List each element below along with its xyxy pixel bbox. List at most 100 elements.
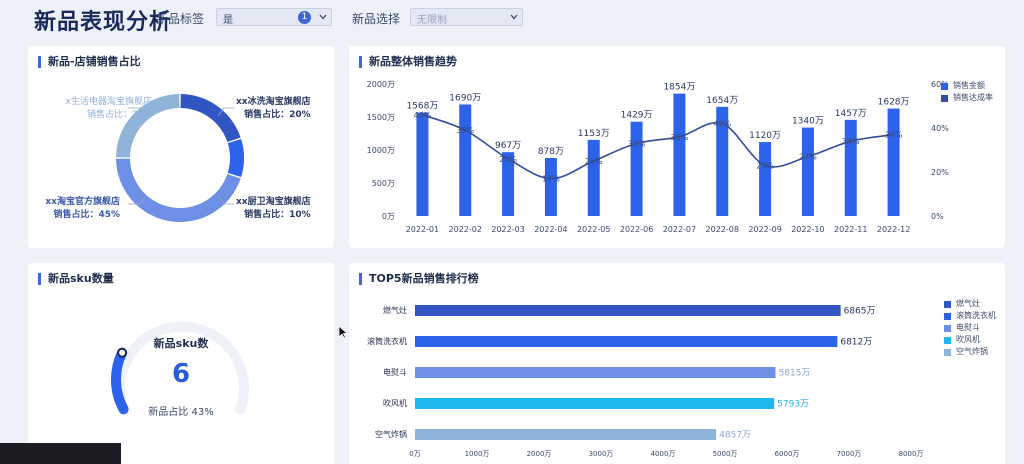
legend-swatch <box>944 336 951 344</box>
bar-value-label: 1568万 <box>406 102 438 112</box>
legend-item[interactable]: 电熨斗 <box>944 322 996 334</box>
mouse-cursor-icon <box>338 325 348 339</box>
category-label: 滚筒洗衣机 <box>367 336 407 346</box>
gauge-fill <box>111 347 129 415</box>
sales-bar <box>416 112 429 216</box>
y-axis-tick-label: 0万 <box>382 212 395 221</box>
sales-bar <box>544 158 557 216</box>
x-axis-tick-label: 0万 <box>409 450 420 458</box>
bar-value-label: 967万 <box>495 141 521 151</box>
bar-value-label: 1457万 <box>835 109 867 119</box>
new-product-select-placeholder: 无限制 <box>417 15 447 26</box>
achievement-rate-line <box>422 114 894 180</box>
x-axis-tick-label: 8000万 <box>899 450 924 458</box>
bar-value-label: 878万 <box>538 147 564 157</box>
sku-gauge-title: 新品sku数 <box>153 337 209 350</box>
legend-swatch <box>944 348 951 356</box>
sales-bar <box>844 119 857 216</box>
bar-value-label: 1654万 <box>706 96 738 106</box>
sales-bar <box>630 121 643 216</box>
sku-gauge <box>111 321 249 415</box>
ranking-bar <box>415 398 775 409</box>
rate-value-label: 42% <box>713 120 731 129</box>
legend-label: 吹风机 <box>956 335 980 344</box>
x-axis-tick-label: 2022-09 <box>748 225 781 234</box>
sales-trend-card: 新品整体销售趋势 2000万 1500万 1000万 500万 0万 60% 40% 20% 0… <box>349 46 1005 248</box>
y2-axis-tick-label: 0% <box>931 212 944 221</box>
donut-leader-line <box>128 107 147 117</box>
y-axis-tick-label: 2000万 <box>367 80 395 89</box>
rate-value-label: 27% <box>799 153 817 162</box>
top5-ranking-card: TOP5新品销售排行榜 燃气灶 6865万 滚筒洗衣机 6812万 电熨斗 5815万 吹风… <box>349 263 1005 464</box>
rate-value-label: 39% <box>456 126 474 135</box>
card-title: 新品整体销售趋势 <box>359 56 457 68</box>
donut-label-fridge-store: xx冰洗淘宝旗舰店 销售占比：20% <box>236 97 311 120</box>
legend-item[interactable]: 滚筒洗衣机 <box>944 310 996 322</box>
y2-axis-tick-label: 20% <box>931 168 949 177</box>
sales-bar <box>801 127 814 216</box>
sales-bar <box>587 139 600 216</box>
store-share-donut-chart <box>116 94 244 222</box>
category-label: 吹风机 <box>383 398 407 408</box>
rate-value-label: 23% <box>756 161 774 170</box>
legend-item[interactable]: 燃气灶 <box>944 298 996 310</box>
ranking-bar <box>415 367 776 378</box>
bar-value-label: 1120万 <box>749 131 781 141</box>
ranking-bar <box>415 429 717 440</box>
x-axis-tick-label: 2022-06 <box>620 225 653 234</box>
sku-count-value: 6 <box>171 359 191 389</box>
legend-swatch <box>944 312 951 320</box>
x-axis-tick-label: 1000万 <box>465 450 490 458</box>
card-title: 新品-店铺销售占比 <box>38 56 141 68</box>
legend-swatch <box>941 94 948 102</box>
x-axis-tick-label: 3000万 <box>589 450 614 458</box>
x-axis-tick-label: 2022-10 <box>791 225 824 234</box>
chevron-down-icon[interactable] <box>510 13 518 21</box>
donut-slice <box>227 138 244 178</box>
x-axis-tick-label: 7000万 <box>837 450 862 458</box>
rate-value-label: 37% <box>885 131 903 140</box>
top5-legend: 燃气灶 滚筒洗衣机电熨斗 吹风机空气炸锅 <box>944 298 996 358</box>
bar-value-label: 5793万 <box>777 400 809 410</box>
legend-item-sales[interactable]: 销售金额 <box>941 80 993 92</box>
x-axis-tick-label: 2022-04 <box>534 225 567 234</box>
y-axis-tick-label: 1500万 <box>367 113 395 122</box>
x-axis-tick-label: 2000万 <box>527 450 552 458</box>
sales-bar <box>759 142 772 216</box>
new-product-select[interactable]: 无限制 <box>410 8 523 26</box>
bar-value-label: 1340万 <box>792 117 824 127</box>
legend-item-rate[interactable]: 销售达成率 <box>941 92 993 104</box>
category-label: 空气炸锅 <box>375 429 407 439</box>
x-axis-tick-label: 2022-01 <box>406 225 439 234</box>
gauge-handle <box>117 347 128 358</box>
legend-label: 滚筒洗衣机 <box>956 311 996 320</box>
x-axis-tick-label: 2022-07 <box>663 225 696 234</box>
rate-value-label: 17% <box>542 175 560 184</box>
legend-item[interactable]: 吹风机 <box>944 334 996 346</box>
legend-swatch <box>941 82 948 90</box>
bar-value-label: 6812万 <box>840 338 872 348</box>
donut-slice <box>180 94 241 142</box>
x-axis-tick-label: 2022-12 <box>877 225 910 234</box>
chevron-down-icon[interactable] <box>319 13 327 21</box>
gauge-track <box>115 321 249 415</box>
new-product-ratio: 新品占比 43% <box>148 407 214 418</box>
category-label: 电熨斗 <box>383 367 407 377</box>
rate-value-label: 26% <box>499 155 517 164</box>
legend-item[interactable]: 空气炸锅 <box>944 346 996 358</box>
bar-value-label: 1153万 <box>578 129 610 139</box>
trend-legend: 销售金额 销售达成率 <box>941 80 993 104</box>
rate-value-label: 36% <box>671 133 689 142</box>
x-axis-tick-label: 5000万 <box>713 450 738 458</box>
ranking-bar <box>415 305 841 316</box>
new-tag-select[interactable]: 是 1 <box>216 8 332 26</box>
sales-bar <box>673 93 686 216</box>
sales-trend-chart: 2000万 1500万 1000万 500万 0万 60% 40% 20% 0% 1568万 202… <box>367 80 950 234</box>
ranking-bar <box>415 336 838 347</box>
sales-bar <box>887 108 900 216</box>
sku-count-card: 新品sku数量 新品sku数 6 新品占比 43% <box>28 263 334 464</box>
donut-leader-line <box>217 107 234 117</box>
bar-value-label: 6865万 <box>844 307 876 317</box>
bar-value-label: 1628万 <box>878 98 910 108</box>
donut-label-official-store: xx淘宝官方旗舰店 销售占比：45% <box>45 197 120 220</box>
